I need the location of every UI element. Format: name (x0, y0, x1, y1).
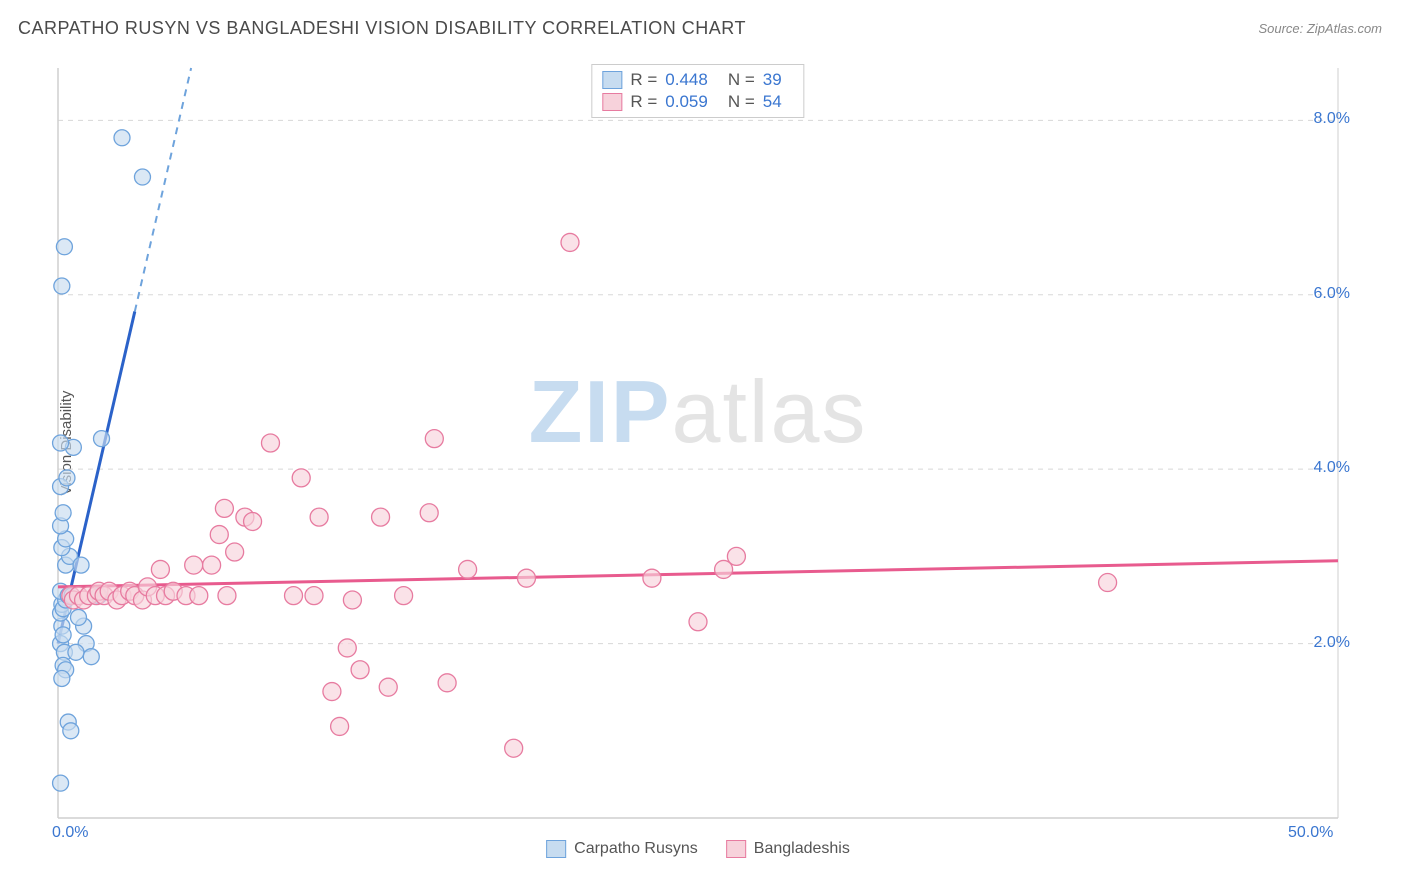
legend-r-value: 0.448 (665, 70, 708, 90)
legend-n-value: 39 (763, 70, 782, 90)
legend-swatch (602, 71, 622, 89)
legend-r-label: R = (630, 70, 657, 90)
y-tick-label: 8.0% (1314, 110, 1350, 128)
source-label: Source: ZipAtlas.com (1258, 21, 1382, 36)
chart-area: Vision Disability ZIPatlas R =0.448N =39… (48, 58, 1348, 828)
legend-label: Bangladeshis (754, 840, 850, 858)
legend-row: R = 0.448 N = 39 (602, 69, 793, 91)
legend-label: Carpatho Rusyns (574, 840, 698, 858)
legend-n-value: 54 (763, 92, 782, 112)
x-tick-label: 0.0% (52, 824, 88, 842)
legend-swatch (726, 840, 746, 858)
scatter-plot (48, 58, 1348, 828)
legend-n-label: N = (728, 70, 755, 90)
y-tick-label: 4.0% (1314, 459, 1350, 477)
legend-r-value: 0.059 (665, 92, 708, 112)
legend-item: Carpatho Rusyns (546, 840, 698, 858)
chart-title: CARPATHO RUSYN VS BANGLADESHI VISION DIS… (18, 18, 746, 39)
legend-swatch (602, 93, 622, 111)
y-tick-label: 2.0% (1314, 634, 1350, 652)
y-tick-label: 6.0% (1314, 285, 1350, 303)
legend-swatch (546, 840, 566, 858)
series-legend: Carpatho Rusyns Bangladeshis (546, 840, 850, 858)
legend-row: R = 0.059 N = 54 (602, 91, 793, 113)
x-tick-label: 50.0% (1288, 824, 1333, 842)
legend-r-label: R = (630, 92, 657, 112)
chart-header: CARPATHO RUSYN VS BANGLADESHI VISION DIS… (0, 0, 1406, 47)
legend-n-label: N = (728, 92, 755, 112)
legend-item: Bangladeshis (726, 840, 850, 858)
correlation-legend: R = 0.448 N = 39 R = 0.059 N = 54 (591, 64, 804, 118)
